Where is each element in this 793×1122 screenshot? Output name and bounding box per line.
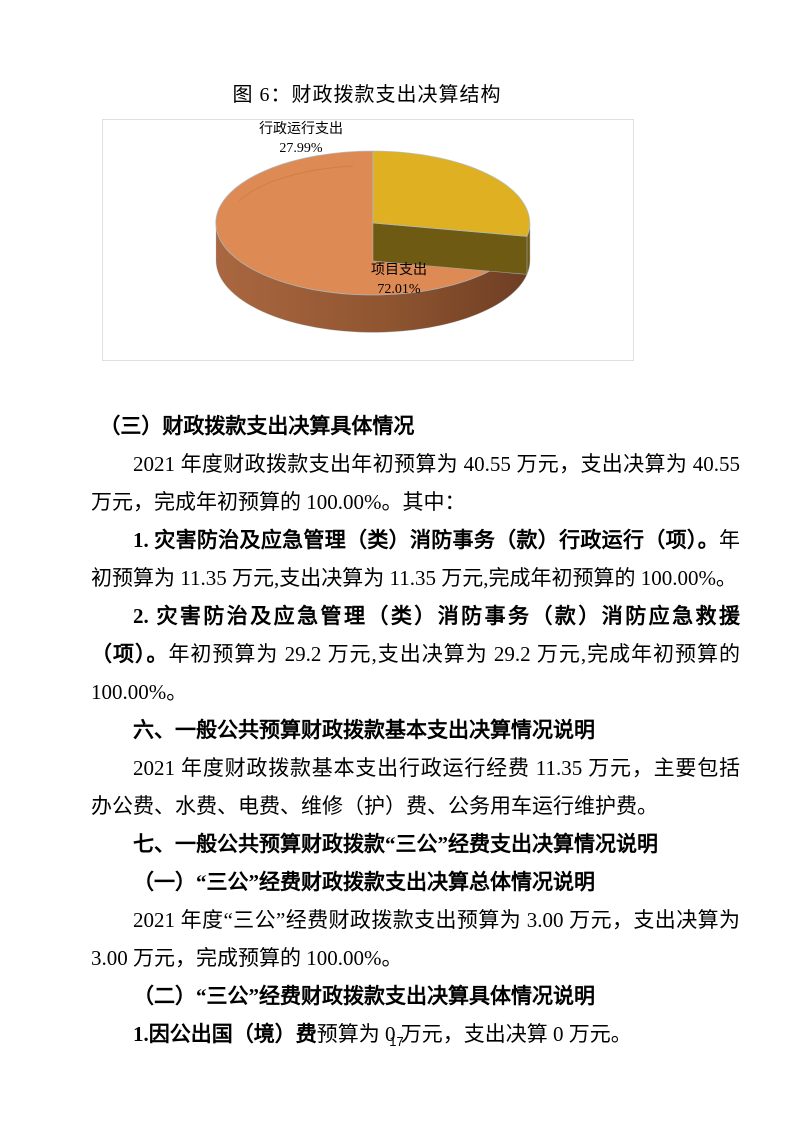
paragraph: 六、一般公共预算财政拨款基本支出决算情况说明 [91,711,740,749]
text-run: 年初预算为 11.35 万元,支出决算为 11.35 万元,完成年初预算的 10… [91,528,740,590]
pie-label-admin-value: 27.99% [279,141,323,156]
text-run: 2021 年度“三公”经费财政拨款支出预算为 3.00 万元，支出决算为 3.0… [91,908,740,970]
paragraph: 2. 灾害防治及应急管理（类）消防事务（款）消防应急救援（项）。年初预算为 29… [91,597,740,711]
pie-label-project-name: 项目支出 [371,263,427,278]
paragraph: 1.因公出国（境）费预算为 0 万元，支出决算 0 万元。 [91,1015,740,1053]
pie-label-admin: 行政运行支出 27.99% [231,120,371,158]
paragraph: 2021 年度财政拨款支出年初预算为 40.55 万元，支出决算为 40.55 … [91,445,740,521]
paragraph: 2021 年度财政拨款基本支出行政运行经费 11.35 万元，主要包括办公费、水… [91,749,740,825]
page-number: 17 [389,1034,404,1049]
pie-sheen-highlight [238,165,354,202]
paragraph: （一）“三公”经费财政拨款支出决算总体情况说明 [91,863,740,901]
text-run: 2021 年度财政拨款支出年初预算为 40.55 万元，支出决算为 40.55 … [91,452,740,514]
document-body: （三）财政拨款支出决算具体情况 2021 年度财政拨款支出年初预算为 40.55 … [91,407,740,1053]
text-run-bold: （一）“三公”经费财政拨款支出决算总体情况说明 [133,870,595,894]
paragraph: （二）“三公”经费财政拨款支出决算具体情况说明 [91,977,740,1015]
paragraph: 七、一般公共预算财政拨款“三公”经费支出决算情况说明 [91,825,740,863]
figure-caption: 图 6：财政拨款支出决算结构 [232,84,502,106]
text-run-bold: （二）“三公”经费财政拨款支出决算具体情况说明 [133,984,595,1008]
pie-label-project-value: 72.01% [377,282,421,297]
text-run: 预算为 0 万元，支出决算 0 万元。 [316,1022,632,1046]
pie-chart [215,150,531,333]
pie-chart-frame: 行政运行支出 27.99% 项目支出 72.01% [102,119,634,361]
pie-slice-admin-top [372,150,531,237]
text-run-bold: 六、一般公共预算财政拨款基本支出决算情况说明 [133,718,595,742]
paragraph: 1. 灾害防治及应急管理（类）消防事务（款）行政运行（项）。年初预算为 11.3… [91,521,740,597]
text-run: 年初预算为 29.2 万元,支出决算为 29.2 万元,完成年初预算的 100.… [91,642,741,704]
paragraph: （三）财政拨款支出决算具体情况 [91,407,740,445]
pie-label-project: 项目支出 72.01% [329,261,469,299]
pie-label-admin-name: 行政运行支出 [259,122,343,137]
text-run-bold: （三）财政拨款支出决算具体情况 [99,414,415,438]
text-run-bold: 七、一般公共预算财政拨款“三公”经费支出决算情况说明 [133,832,658,856]
text-run-bold: 1.因公出国（境）费 [133,1022,317,1046]
text-run-bold: 1. 灾害防治及应急管理（类）消防事务（款）行政运行（项）。 [133,528,719,552]
text-run: 2021 年度财政拨款基本支出行政运行经费 11.35 万元，主要包括办公费、水… [91,756,740,818]
text-run-bold: 2. 灾害防治及应急管理（类）消防事务（款）消防应急救援（项）。 [91,604,740,666]
paragraph: 2021 年度“三公”经费财政拨款支出预算为 3.00 万元，支出决算为 3.0… [91,901,740,977]
